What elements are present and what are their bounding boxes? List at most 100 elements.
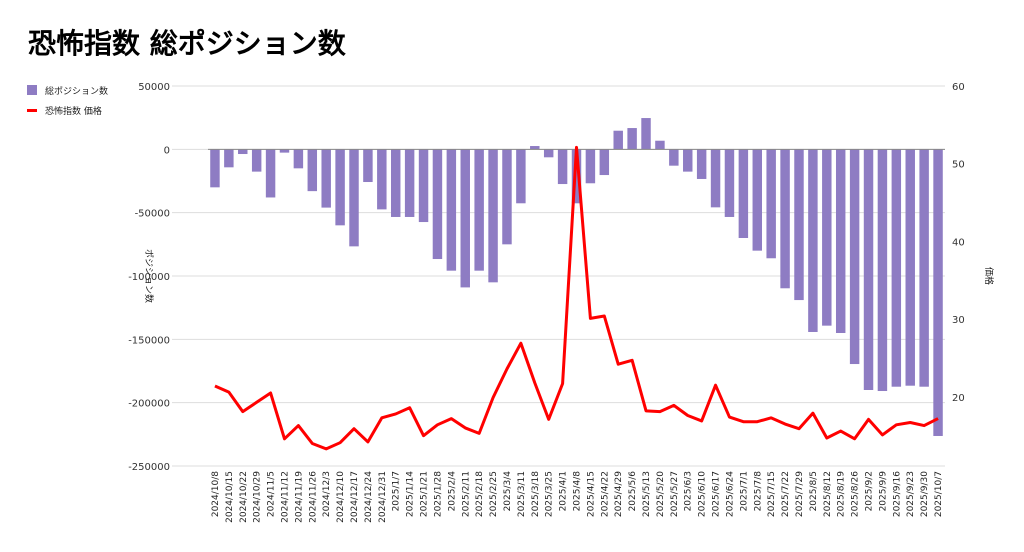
- bar: [390, 149, 401, 217]
- x-axis-tick: 2025/6/3: [684, 471, 694, 511]
- x-axis-tick: 2025/4/29: [614, 471, 624, 517]
- bar: [557, 149, 568, 185]
- bar: [543, 149, 554, 158]
- bar: [321, 149, 331, 208]
- left-axis-tick: 0: [164, 145, 170, 156]
- bar: [279, 149, 290, 153]
- x-axis-tick: 2024/11/19: [294, 471, 304, 523]
- bar: [446, 149, 457, 271]
- x-axis-tick: 2025/7/8: [753, 471, 763, 512]
- x-axis-tick: 2025/5/13: [642, 471, 652, 517]
- bar: [766, 149, 776, 259]
- x-axis-tick: 2025/10/7: [934, 471, 944, 517]
- x-axis-tick: 2025/6/17: [712, 471, 722, 517]
- bar: [780, 149, 790, 289]
- right-axis-tick: 60: [952, 82, 965, 93]
- x-axis-tick: 2025/1/28: [433, 471, 443, 517]
- bar: [724, 149, 735, 217]
- bar: [613, 130, 623, 150]
- bar: [404, 149, 415, 217]
- legend-swatch-bar: [27, 85, 37, 95]
- left-axis-tick: -250000: [128, 462, 170, 473]
- x-axis-tick: 2024/10/22: [239, 471, 249, 523]
- bar: [571, 149, 582, 204]
- x-axis-tick: 2024/10/29: [253, 471, 263, 523]
- left-axis-tick: -150000: [128, 335, 170, 346]
- x-axis-tick: 2024/11/12: [280, 471, 290, 523]
- bar: [488, 149, 498, 283]
- legend-label: 恐怖指数 価格: [45, 106, 102, 117]
- bar: [585, 149, 596, 184]
- bar: [808, 149, 818, 332]
- x-axis-tick: 2025/3/11: [517, 471, 527, 517]
- bar: [418, 149, 429, 223]
- legend-item-price: 恐怖指数 価格: [27, 100, 108, 120]
- legend-item-positions: 総ポジション数: [27, 80, 108, 100]
- left-axis-tick: -50000: [135, 209, 170, 220]
- x-axis-tick: 2025/6/24: [725, 471, 735, 517]
- bar: [891, 149, 902, 387]
- bar: [794, 149, 804, 301]
- bar: [516, 149, 526, 204]
- x-axis-tick: 2025/5/27: [670, 471, 680, 517]
- x-axis-tick: 2024/12/31: [378, 471, 388, 523]
- legend-label: 総ポジション数: [45, 86, 109, 97]
- x-axis-tick: 2025/3/18: [531, 471, 541, 517]
- bar: [933, 149, 943, 436]
- bar: [669, 149, 679, 166]
- x-axis-tick: 2025/7/22: [781, 471, 791, 517]
- x-axis-tick: 2025/7/15: [767, 471, 777, 517]
- x-axis-tick: 2025/8/19: [837, 471, 847, 517]
- bar: [919, 149, 929, 387]
- x-axis-tick: 2025/8/5: [809, 471, 819, 511]
- x-axis-tick: 2025/1/21: [420, 471, 430, 517]
- bar: [905, 149, 915, 386]
- x-axis-tick: 2024/12/17: [350, 471, 360, 523]
- bar: [835, 149, 846, 333]
- x-axis-tick: 2025/1/14: [406, 471, 416, 517]
- x-axis-tick: 2025/5/20: [656, 471, 666, 517]
- x-axis-tick: 2025/2/4: [447, 471, 457, 512]
- bar: [641, 118, 651, 150]
- bar: [752, 149, 763, 251]
- x-axis-tick: 2025/7/29: [795, 471, 805, 517]
- x-axis-tick: 2025/9/23: [906, 471, 916, 517]
- x-axis-tick: 2025/3/4: [503, 471, 513, 512]
- bar: [238, 149, 248, 155]
- right-axis-title: 価格: [983, 267, 995, 285]
- bar: [377, 149, 387, 210]
- bar: [460, 149, 470, 288]
- bar: [863, 149, 874, 390]
- x-axis-tick: 2024/12/10: [336, 471, 346, 523]
- bar: [265, 149, 276, 198]
- bar: [210, 149, 220, 188]
- x-axis-tick: 2025/2/18: [475, 471, 485, 517]
- legend: 総ポジション数 恐怖指数 価格: [27, 80, 108, 120]
- left-axis-tick: -100000: [128, 272, 170, 283]
- bar: [710, 149, 721, 208]
- bar: [293, 149, 304, 169]
- bar: [474, 149, 484, 271]
- chart-title: 恐怖指数 総ポジション数: [28, 27, 346, 60]
- left-axis-tick: 50000: [138, 82, 170, 93]
- bar: [530, 146, 540, 150]
- x-axis-tick: 2025/2/11: [461, 471, 471, 517]
- x-axis-tick: 2024/12/24: [364, 471, 374, 523]
- left-axis-title: ポジション数: [143, 249, 155, 303]
- bar: [738, 149, 749, 238]
- left-axis-tick: -200000: [128, 399, 170, 410]
- bar: [432, 149, 443, 260]
- bar: [822, 149, 832, 326]
- bar: [335, 149, 345, 226]
- x-axis-tick: 2025/4/22: [600, 471, 610, 517]
- x-axis-tick: 2025/4/8: [573, 471, 583, 512]
- x-axis-tick: 2025/3/25: [545, 471, 555, 517]
- x-axis-tick: 2025/2/25: [489, 471, 499, 517]
- right-axis-tick: 50: [952, 160, 965, 171]
- bar: [599, 149, 610, 176]
- bar: [849, 149, 860, 365]
- x-axis-tick: 2025/1/7: [392, 471, 402, 511]
- x-axis-tick: 2025/9/16: [892, 471, 902, 517]
- bar: [502, 149, 512, 245]
- bar: [877, 149, 888, 392]
